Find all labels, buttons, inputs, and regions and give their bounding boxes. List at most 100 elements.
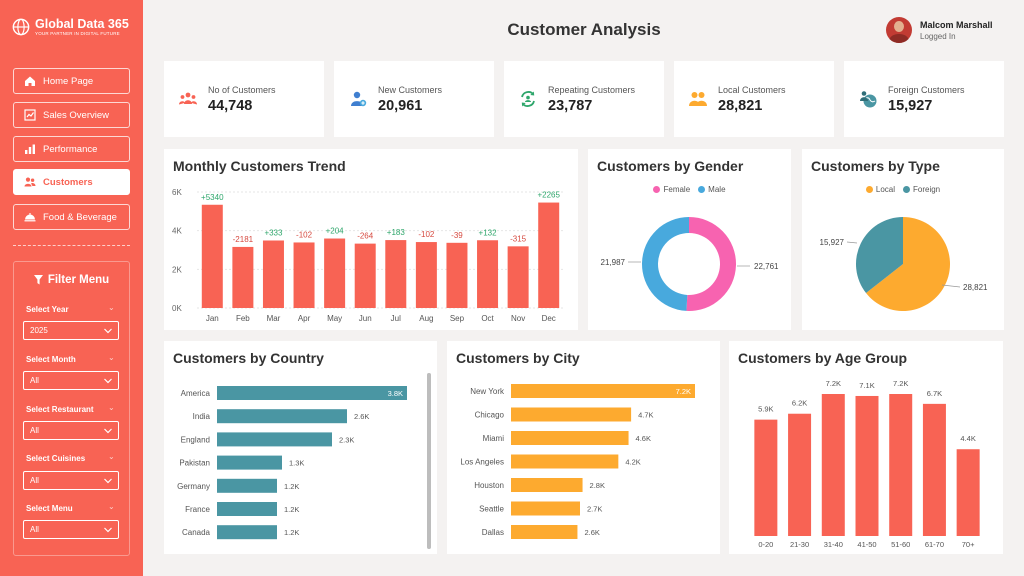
data-label: 22,761 [754,262,779,271]
select-menu[interactable]: All [23,520,119,539]
x-tick-label: Jul [391,314,401,323]
data-label: 7.2K [893,379,908,388]
kpi-value: 20,961 [378,97,423,114]
chart-title: Customers by City [456,350,580,366]
select-cuisines[interactable]: All [23,471,119,490]
chevron-down-icon: ⌄ [108,502,115,511]
avatar[interactable] [886,17,912,43]
chevron-down-icon [104,378,112,383]
select-month[interactable]: All [23,371,119,390]
bar [538,202,560,308]
y-tick-label: India [193,412,211,421]
y-tick-label: 2K [172,265,182,274]
pie-slice [686,217,736,311]
foreign-customers-icon [860,91,877,108]
x-tick-label: Sep [450,314,465,323]
nav-sales-overview[interactable]: Sales Overview [13,102,130,128]
filter-label-year: Select Year [26,305,69,314]
data-label: 7.2K [676,387,691,396]
chevron-down-icon: ⌄ [108,353,115,362]
y-tick-label: America [181,389,211,398]
brand-tagline: YOUR PARTNER IN DIGITAL FUTURE [35,31,120,36]
select-restaurant[interactable]: All [23,421,119,440]
data-label: 5.9K [758,405,773,414]
data-label: 2.8K [590,481,605,490]
nav-food-beverage[interactable]: Food & Beverage [13,204,130,230]
brand-logo[interactable]: Global Data 365 YOUR PARTNER IN DIGITAL … [12,18,129,36]
sidebar-divider [13,245,130,246]
y-tick-label: Seattle [479,505,504,514]
bar [511,384,695,398]
select-menu-value: All [30,525,39,534]
data-label: +2265 [537,191,560,200]
bar [821,394,845,536]
nav-performance[interactable]: Performance [13,136,130,162]
user-profile[interactable]: Malcom Marshall Logged In [886,17,993,43]
data-label: 2.6K [354,412,369,421]
leader-line [941,284,961,288]
legend-item-foreign[interactable]: Foreign [903,185,940,194]
bar [754,419,778,536]
filter-label-cuisines: Select Cuisines [26,454,86,463]
age-group-bar-chart: 5.9K 0-20 6.2K 21-30 7.2K 31-40 7.1K 41-50 7.2K 5… [754,379,980,549]
data-label: 2.6K [584,528,599,537]
y-tick-label: Chicago [475,411,505,420]
user-status: Logged In [920,31,956,41]
y-tick-label: Los Angeles [460,458,504,467]
bar [324,238,346,308]
home-icon [25,76,35,86]
bar [293,242,315,308]
scrollbar[interactable] [427,373,431,549]
data-label: 1.3K [289,459,304,468]
data-label: +183 [387,228,406,237]
food-icon [24,213,36,222]
data-label: -39 [451,231,463,240]
bar [788,413,812,536]
y-tick-label: Canada [182,528,211,537]
kpi-card-repeating-customers: Repeating Customers 23,787 [504,61,664,137]
monthly-trend-card: Monthly Customers Trend 0K 2K 4K 6K +5340 Jan… [164,149,578,330]
bar [217,455,282,470]
bar [511,478,583,492]
bar [217,525,277,540]
repeat-customer-icon [521,91,535,107]
nav-home-page[interactable]: Home Page [13,68,130,94]
data-label: +204 [326,227,345,236]
x-tick-label: Jun [359,314,372,323]
nav-label: Customers [43,176,93,188]
bar [446,242,468,308]
bar [956,449,980,536]
data-label: 1.2K [284,528,299,537]
data-label: +5340 [201,193,224,202]
brand-name: Global Data 365 [35,17,129,31]
type-pie-chart: 28,821 15,927 [820,217,988,311]
kpi-card-foreign-customers: Foreign Customers 15,927 [844,61,1004,137]
data-label: +132 [479,228,498,237]
filter-menu-title: Filter Menu [14,274,129,286]
nav-customers[interactable]: Customers [13,169,130,195]
y-tick-label: Houston [474,481,504,490]
x-tick-label: Apr [298,314,311,323]
kpi-card-new-customers: New Customers 20,961 [334,61,494,137]
data-label: -315 [510,234,527,243]
chevron-down-icon: ⌄ [108,452,115,461]
bar [217,432,332,447]
x-tick-label: Nov [511,314,525,323]
bar [855,395,879,536]
kpi-label: Foreign Customers [888,84,965,95]
bar [922,403,946,536]
bar [511,525,578,539]
data-label: 28,821 [963,283,988,292]
nav-label: Food & Beverage [43,211,117,223]
x-tick-label: 51-60 [891,540,910,549]
user-name: Malcom Marshall [920,19,993,30]
legend-item-female[interactable]: Female [653,185,690,194]
bar [385,240,407,308]
legend-item-local[interactable]: Local [865,185,895,194]
select-cuisines-value: All [30,476,39,485]
bar [507,246,529,308]
legend-item-male[interactable]: Male [698,185,726,194]
sales-icon [24,109,36,121]
x-tick-label: 61-70 [925,540,944,549]
select-year[interactable]: 2025 [23,321,119,340]
